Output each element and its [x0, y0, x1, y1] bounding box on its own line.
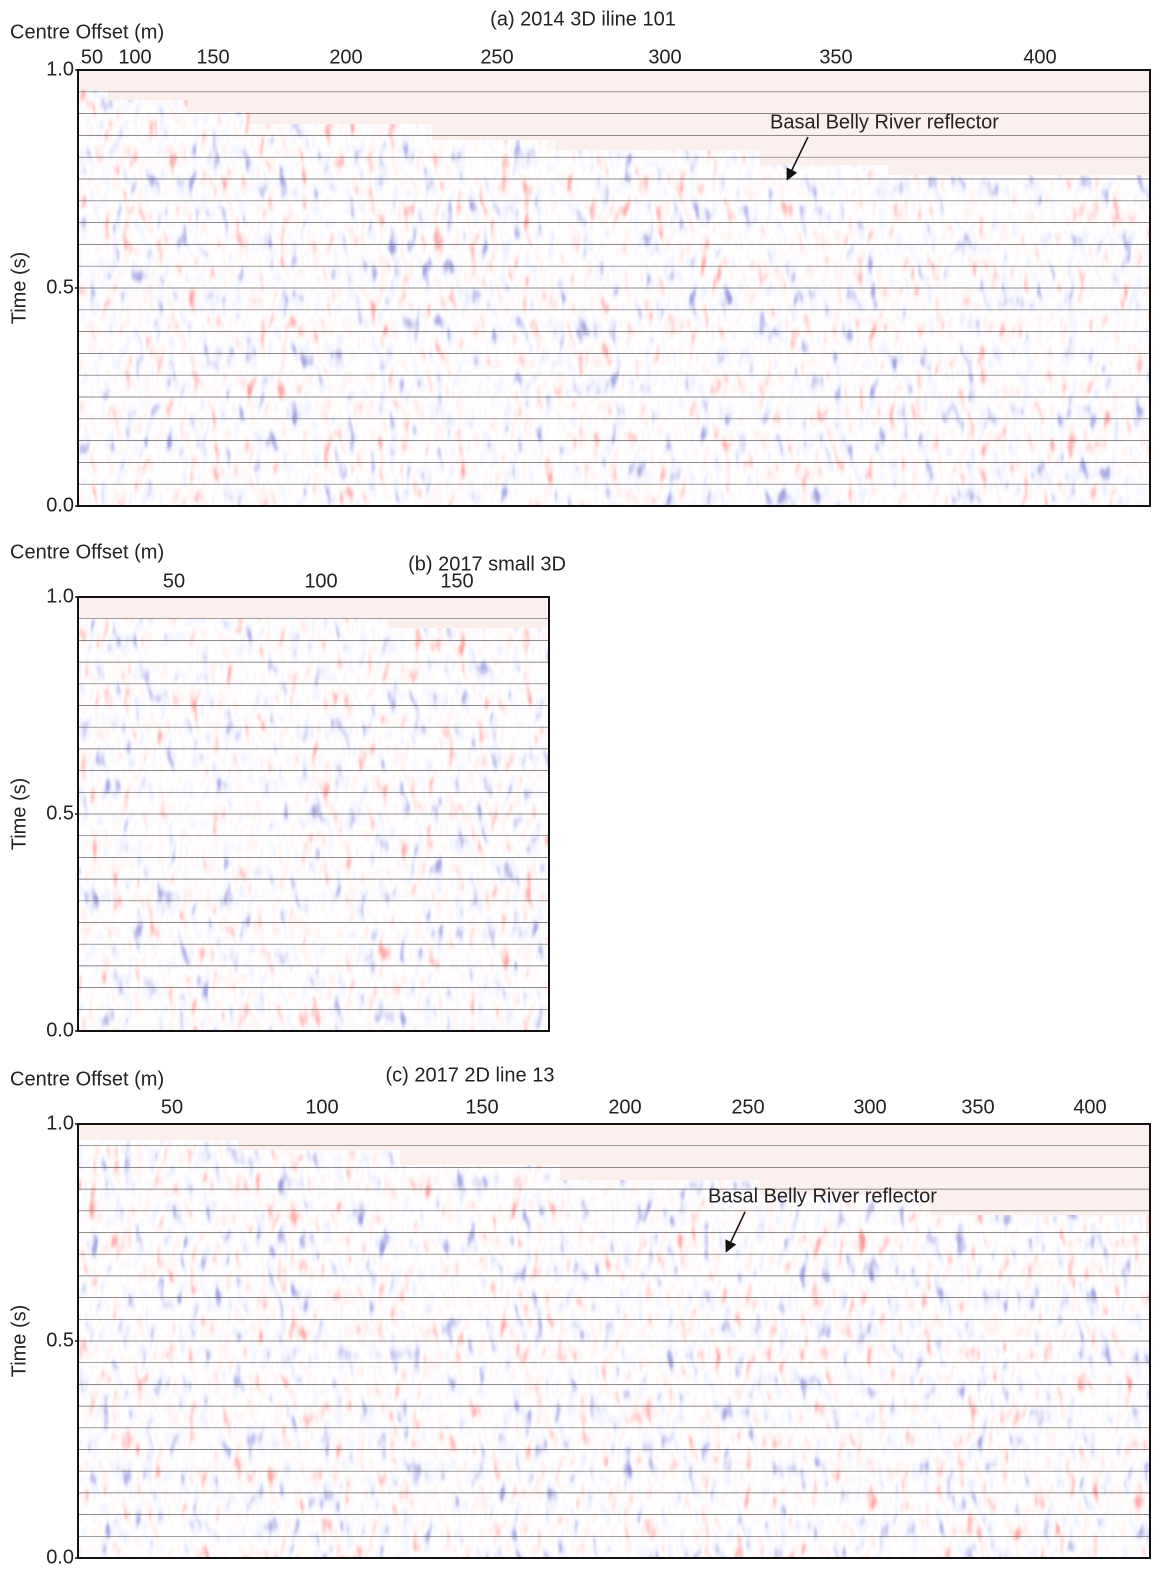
- x-tick-label: 400: [1073, 1096, 1106, 1118]
- x-tick-label: 150: [440, 570, 473, 592]
- y-axis-label: Time (s): [8, 778, 30, 851]
- x-tick-label: 300: [853, 1096, 886, 1118]
- panel-title: (c) 2017 2D line 13: [386, 1064, 555, 1086]
- x-tick-label: 350: [961, 1096, 994, 1118]
- x-tick-label: 50: [163, 570, 185, 592]
- y-tick-label: 0.0: [46, 1546, 74, 1568]
- x-axis-label: Centre Offset (m): [10, 21, 164, 43]
- x-tick-label: 200: [329, 46, 362, 68]
- annotation-arrow: [725, 1211, 746, 1253]
- x-tick-label: 150: [196, 46, 229, 68]
- y-tick-label: 1.0: [46, 1112, 74, 1134]
- x-tick-label: 250: [480, 46, 513, 68]
- x-tick-label: 300: [648, 46, 681, 68]
- y-tick-label: 1.0: [46, 585, 74, 607]
- panel-title: (a) 2014 3D iline 101: [490, 8, 676, 30]
- seismic-section: [78, 1124, 1150, 1558]
- mute-zone: [78, 597, 549, 628]
- x-tick-label: 350: [819, 46, 852, 68]
- y-tick-label: 0.0: [46, 1019, 74, 1041]
- x-tick-label: 50: [161, 1096, 183, 1118]
- annotation: Basal Belly River reflector: [770, 111, 999, 133]
- seismic-section: [78, 70, 1150, 506]
- x-tick-label: 50: [81, 46, 103, 68]
- y-tick-label: 1.0: [46, 58, 74, 80]
- annotation-arrow: [786, 136, 809, 181]
- x-tick-label: 100: [304, 570, 337, 592]
- y-tick-label: 0.5: [46, 1329, 74, 1351]
- panel-title: (b) 2017 small 3D: [408, 553, 566, 575]
- seismic-section: [78, 597, 549, 1031]
- x-tick-label: 400: [1023, 46, 1056, 68]
- x-tick-label: 100: [118, 46, 151, 68]
- mute-zone: [78, 70, 1150, 175]
- x-axis-label: Centre Offset (m): [10, 1068, 164, 1090]
- x-tick-label: 150: [465, 1096, 498, 1118]
- x-tick-label: 250: [731, 1096, 764, 1118]
- x-axis-label: Centre Offset (m): [10, 541, 164, 563]
- mute-zone: [78, 1124, 1150, 1215]
- x-tick-label: 200: [608, 1096, 641, 1118]
- y-axis-label: Time (s): [8, 252, 30, 325]
- y-tick-label: 0.5: [46, 802, 74, 824]
- annotation: Basal Belly River reflector: [708, 1185, 937, 1207]
- y-tick-label: 0.5: [46, 276, 74, 298]
- x-tick-label: 100: [305, 1096, 338, 1118]
- y-axis-label: Time (s): [8, 1305, 30, 1378]
- y-tick-label: 0.0: [46, 494, 74, 516]
